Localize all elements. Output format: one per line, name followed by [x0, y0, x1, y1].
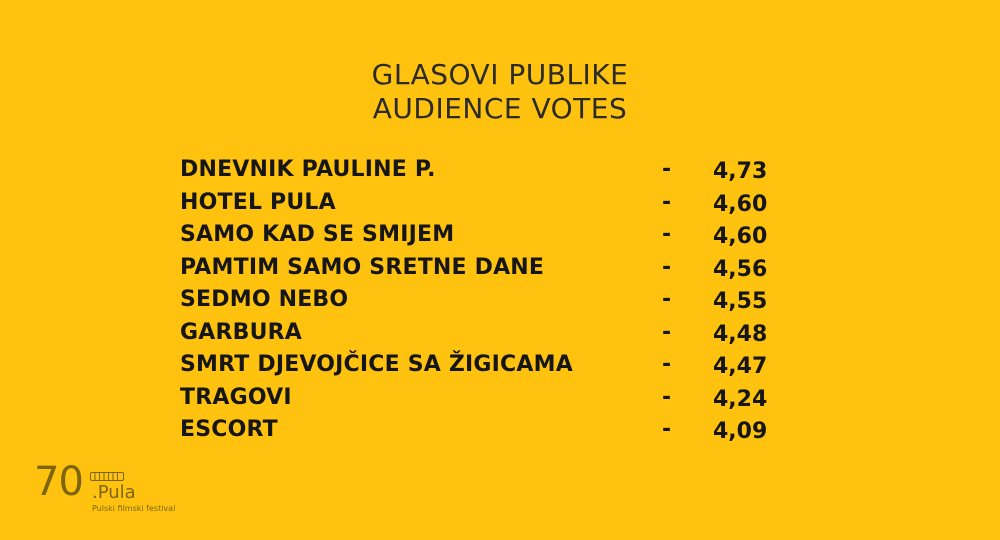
logo-word: .Pula: [92, 482, 136, 503]
vote-row: HOTEL PULA - 4,60: [180, 187, 820, 220]
separator-dash: -: [662, 189, 672, 215]
separator-dash: -: [662, 384, 672, 410]
separator-dash: -: [662, 222, 672, 247]
film-title: SEDMO NEBO: [180, 287, 349, 312]
arena-icon: [90, 472, 124, 481]
separator-dash: -: [662, 417, 672, 442]
separator-dash: -: [662, 157, 672, 182]
vote-row: ESCORT - 4,09: [180, 414, 820, 447]
separator-dash: -: [662, 352, 672, 377]
film-title: SAMO KAD SE SMIJEM: [180, 222, 455, 247]
vote-row: SMRT DJEVOJČICE SA ŽIGICAMA - 4,47: [180, 349, 820, 382]
film-title: SMRT DJEVOJČICE SA ŽIGICAMA: [180, 352, 573, 377]
film-title: GARBURA: [180, 319, 303, 345]
logo-number: 70: [34, 459, 84, 505]
separator-dash: -: [662, 319, 672, 345]
vote-row: SAMO KAD SE SMIJEM - 4,60: [180, 219, 820, 252]
vote-row: GARBURA - 4,48: [180, 317, 820, 350]
vote-score: 4,24: [713, 386, 768, 412]
vote-score: 4,48: [713, 321, 768, 347]
vote-row: DNEVNIK PAULINE P. - 4,73: [180, 154, 820, 187]
vote-row: SEDMO NEBO - 4,55: [180, 284, 820, 317]
vote-row: PAMTIM SAMO SRETNE DANE - 4,56: [180, 252, 820, 285]
audience-votes-list: DNEVNIK PAULINE P. - 4,73 HOTEL PULA - 4…: [180, 154, 820, 447]
vote-row: TRAGOVI - 4,24: [180, 382, 820, 415]
film-title: TRAGOVI: [180, 384, 292, 410]
vote-score: 4,60: [713, 191, 768, 217]
festival-logo: 70 .Pula Pulski filmski festival: [34, 460, 204, 520]
vote-score: 4,47: [713, 354, 768, 379]
vote-score: 4,55: [713, 289, 768, 314]
title-line-2: AUDIENCE VOTES: [372, 92, 628, 125]
vote-score: 4,73: [713, 159, 768, 184]
logo-subtitle: Pulski filmski festival: [92, 504, 176, 513]
film-title: DNEVNIK PAULINE P.: [180, 157, 436, 182]
vote-score: 4,56: [713, 256, 768, 282]
film-title: PAMTIM SAMO SRETNE DANE: [180, 254, 545, 280]
vote-score: 4,09: [713, 419, 768, 444]
film-title: HOTEL PULA: [180, 189, 336, 215]
separator-dash: -: [662, 254, 672, 280]
film-title: ESCORT: [180, 417, 278, 442]
title-line-1: GLASOVI PUBLIKE: [371, 58, 629, 91]
vote-score: 4,60: [713, 224, 768, 249]
separator-dash: -: [662, 287, 672, 312]
